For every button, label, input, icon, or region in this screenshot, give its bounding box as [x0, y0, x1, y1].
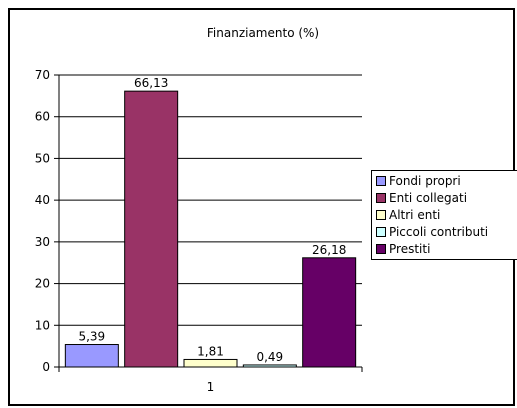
y-tick-label-60: 60: [35, 110, 50, 124]
data-label-prestiti: 26,18: [312, 243, 346, 257]
y-tick-label-0: 0: [42, 360, 50, 374]
bar-altri-enti: [183, 358, 238, 368]
y-tick-label-40: 40: [35, 193, 50, 207]
legend-label-piccoli-contributi: Piccoli contributi: [389, 224, 489, 239]
legend-item-altri-enti: Altri enti: [376, 206, 515, 223]
chart-title: Finanziamento (%): [207, 26, 319, 40]
data-label-enti-collegati: 66,13: [134, 76, 168, 90]
data-label-altri-enti: 1,81: [197, 344, 224, 358]
data-label-piccoli-contributi: 0,49: [256, 350, 283, 364]
y-tick-label-70: 70: [35, 68, 50, 82]
bar-prestiti: [302, 257, 357, 368]
legend-item-prestiti: Prestiti: [376, 240, 515, 257]
chart-legend: Fondi propri Enti collegati Altri enti Picc…: [371, 170, 517, 260]
legend-label-enti-collegati: Enti collegati: [389, 190, 468, 205]
legend-swatch-piccoli-contributi: [376, 226, 386, 237]
y-tick-label-20: 20: [35, 277, 50, 291]
y-tick-label-10: 10: [35, 318, 50, 332]
data-label-fondi-propri: 5,39: [78, 330, 105, 344]
bar-fondi-propri: [64, 344, 119, 368]
legend-label-fondi-propri: Fondi propri: [389, 173, 461, 188]
legend-swatch-fondi-propri: [376, 175, 386, 186]
legend-item-piccoli-contributi: Piccoli contributi: [376, 223, 515, 240]
legend-swatch-altri-enti: [376, 209, 386, 220]
y-tick-label-30: 30: [35, 235, 50, 249]
y-tick-label-50: 50: [35, 151, 50, 165]
legend-swatch-prestiti: [376, 243, 386, 254]
legend-swatch-enti-collegati: [376, 192, 386, 203]
x-tick-label-1: 1: [207, 380, 215, 394]
bar-enti-collegati: [124, 90, 179, 368]
legend-label-altri-enti: Altri enti: [389, 207, 441, 222]
legend-item-fondi-propri: Fondi propri: [376, 172, 515, 189]
legend-label-prestiti: Prestiti: [389, 241, 431, 256]
legend-item-enti-collegati: Enti collegati: [376, 189, 515, 206]
